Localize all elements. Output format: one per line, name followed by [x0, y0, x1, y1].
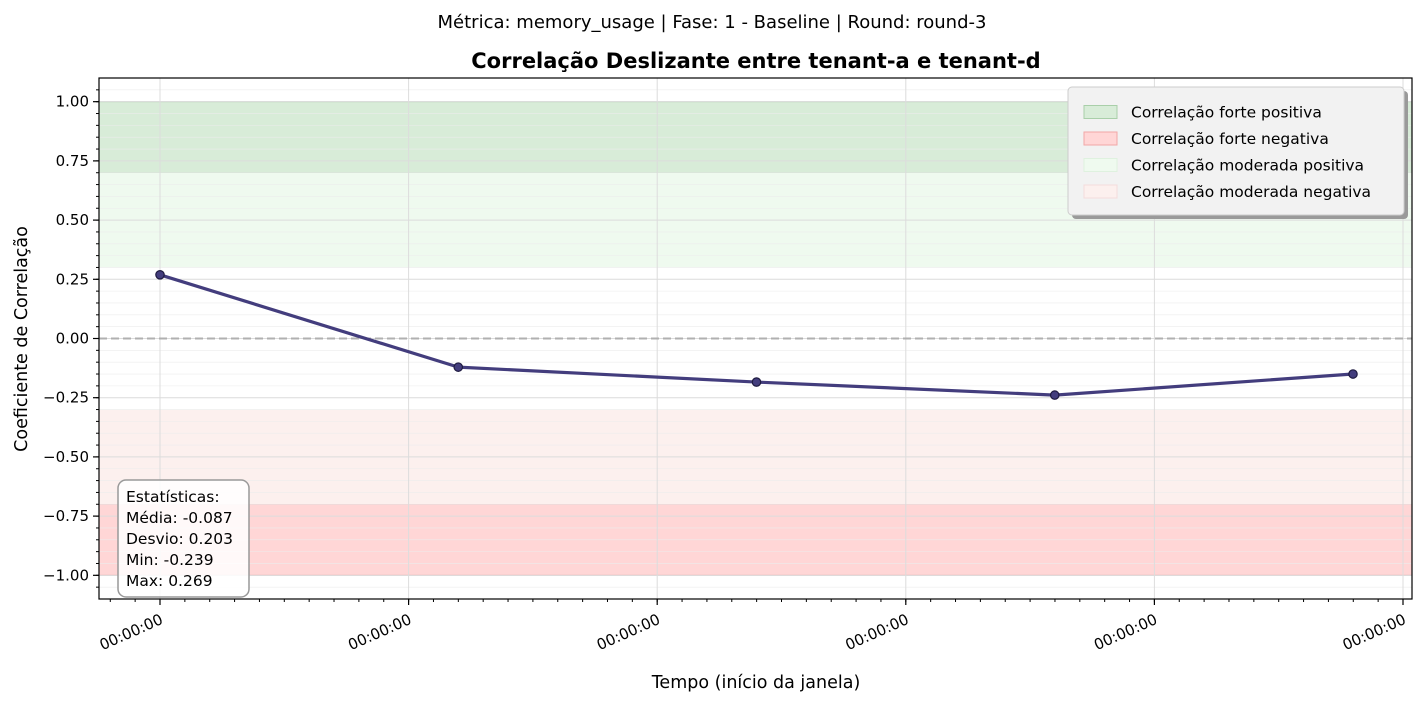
y-tick-label: 0.00 — [56, 330, 89, 348]
data-point — [453, 362, 464, 372]
y-tick-label: −1.00 — [43, 566, 89, 584]
data-point — [1348, 369, 1358, 379]
y-axis-label: Coeficiente de Correlação — [12, 226, 32, 452]
legend-label-3: Correlação moderada negativa — [1131, 183, 1371, 201]
y-tick-label: 0.50 — [56, 211, 89, 229]
x-tick-label: 00:00:00 — [97, 610, 166, 654]
stats-header: Estatísticas: — [126, 488, 220, 506]
legend-swatch-2 — [1083, 158, 1118, 172]
legend-swatch-1 — [1083, 131, 1118, 146]
data-point — [1049, 390, 1060, 400]
series-layer — [155, 269, 1358, 400]
legend-label-2: Correlação moderada positiva — [1131, 157, 1364, 175]
statistics-box: Estatísticas: Média: -0.087 Desvio: 0.20… — [117, 479, 250, 598]
x-tick-label: 00:00:00 — [594, 610, 663, 654]
legend-label-0: Correlação forte positiva — [1131, 104, 1322, 122]
legend-label-1: Correlação forte negativa — [1131, 130, 1329, 148]
y-tick-label: −0.50 — [43, 448, 89, 466]
y-axis-ticks: 1.00 0.75 0.50 0.25 0.00 −0.25 −0.50 −0.75 −1.00 — [43, 89, 99, 588]
y-tick-label: 0.75 — [56, 152, 89, 170]
y-tick-label: −0.75 — [43, 507, 89, 525]
legend-swatch-0 — [1083, 105, 1118, 119]
stats-min: Min: -0.239 — [126, 551, 214, 569]
stats-max: Max: 0.269 — [126, 572, 213, 590]
x-tick-label: 00:00:00 — [345, 610, 414, 654]
y-tick-label: 1.00 — [56, 93, 89, 111]
chart-title: Correlação Deslizante entre tenant-a e t… — [471, 49, 1040, 73]
x-axis-ticks: 00:00:00 00:00:00 00:00:00 00:00:00 00:00:00… — [97, 599, 1409, 654]
stats-mean: Média: -0.087 — [126, 509, 233, 527]
x-tick-label: 00:00:00 — [843, 610, 912, 654]
y-tick-label: 0.25 — [56, 270, 89, 288]
x-tick-label: 00:00:00 — [1091, 610, 1160, 654]
series-line-0 — [158, 273, 1355, 397]
data-point — [751, 377, 762, 387]
y-tick-label: −0.25 — [43, 389, 89, 407]
x-axis-label: Tempo (início da janela) — [651, 673, 861, 693]
legend: Correlação forte positiva Correlação fort… — [1067, 86, 1408, 219]
stats-std: Desvio: 0.203 — [126, 530, 233, 548]
data-point — [155, 269, 165, 280]
legend-swatch-3 — [1083, 184, 1118, 199]
x-tick-label: 00:00:00 — [1340, 610, 1409, 654]
chart-suptitle: Métrica: memory_usage | Fase: 1 - Baseli… — [438, 12, 987, 33]
